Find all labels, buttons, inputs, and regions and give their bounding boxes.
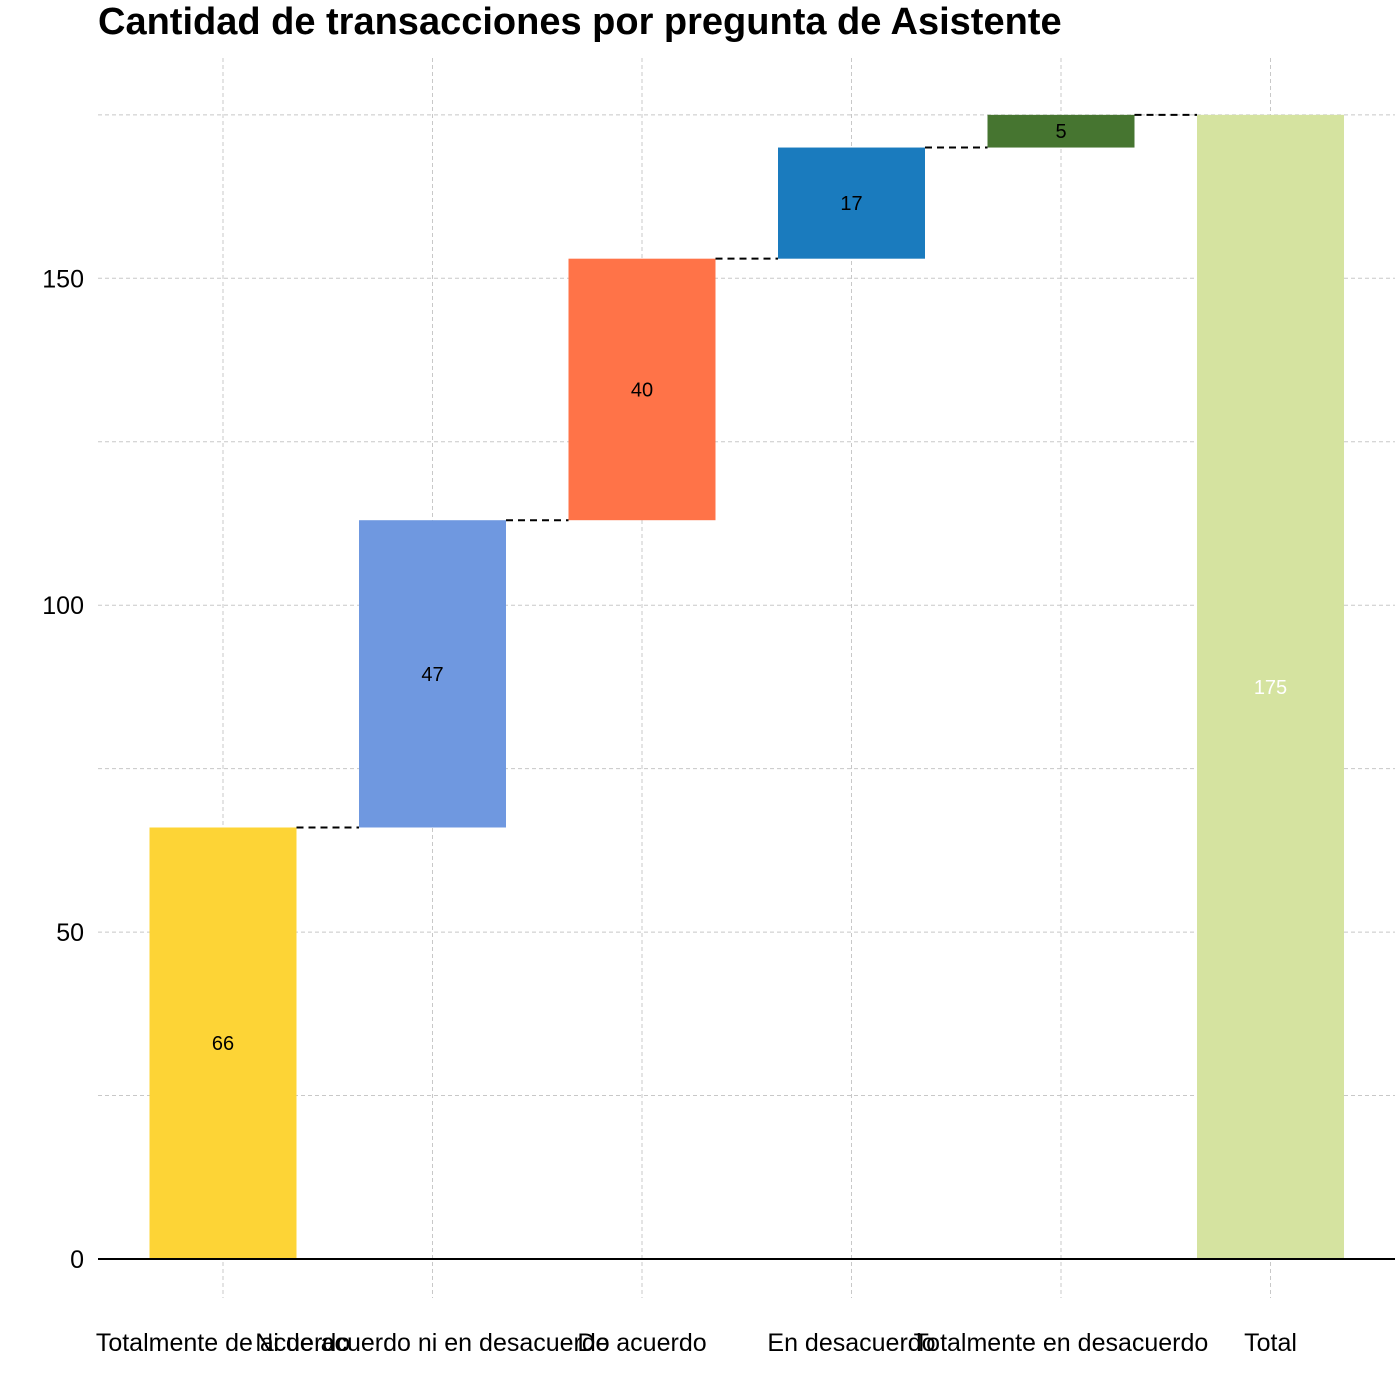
- x-tick-label-5: Totalmente en desacuerdo: [914, 1329, 1209, 1357]
- bar-1: [149, 827, 297, 1259]
- data-label-3: 40: [631, 379, 653, 401]
- bar-2: [359, 520, 506, 828]
- data-label-1: 66: [212, 1033, 234, 1055]
- data-label-2: 47: [421, 664, 443, 686]
- x-tick-label-3: De acuerdo: [577, 1329, 706, 1357]
- x-tick-label-4: En desacuerdo: [767, 1329, 935, 1357]
- bars: [149, 114, 1344, 1260]
- y-axis-ticks: 0 50 100 150: [42, 265, 84, 1274]
- bar-6: [1197, 114, 1344, 1260]
- connector-lines: [296, 113, 1197, 829]
- bar-4: [778, 147, 925, 259]
- y-tick-label: 50: [56, 919, 84, 947]
- data-label-4: 17: [840, 193, 862, 215]
- chart-title: Cantidad de transacciones por pregunta d…: [98, 1, 1062, 43]
- data-label-6: 175: [1254, 677, 1287, 699]
- y-tick-label: 150: [42, 265, 84, 293]
- data-label-5: 5: [1055, 121, 1066, 143]
- bar-3: [568, 258, 716, 521]
- x-tick-label-2: Ni de acuerdo ni en desacuerdo: [255, 1329, 609, 1357]
- y-tick-label: 100: [42, 592, 84, 620]
- x-tick-label-6: Total: [1244, 1329, 1297, 1357]
- y-tick-label: 0: [70, 1246, 84, 1274]
- x-tick-label-1: Totalmente de acuerdo: [96, 1329, 350, 1357]
- bar-5: [987, 114, 1135, 148]
